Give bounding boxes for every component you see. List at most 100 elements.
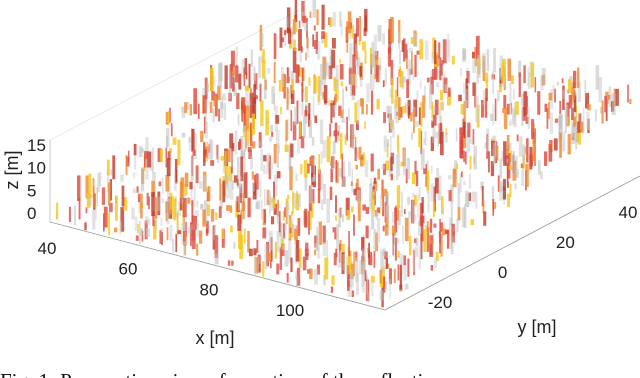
point-streak [396,238,400,243]
point-streak [230,180,234,201]
point-streak [398,97,401,121]
point-streak [85,207,88,214]
point-streak [262,227,267,239]
point-streak [223,102,227,120]
point-streak [333,100,337,112]
point-streak [402,106,406,114]
point-streak [195,165,199,184]
point-streak [240,209,243,224]
point-streak [326,198,331,223]
point-streak [356,272,359,296]
point-streak [548,143,553,162]
point-streak [255,202,258,209]
point-streak [324,257,329,280]
point-streak [323,183,326,205]
point-streak [182,211,185,228]
point-streak [332,227,337,233]
point-streak [560,138,565,152]
point-streak [492,199,495,216]
point-streak [386,143,389,158]
point-streak [206,204,211,216]
point-streak [565,104,568,125]
point-streak [92,177,95,199]
point-streak [392,125,395,138]
point-streak [398,20,401,44]
point-streak [235,65,239,83]
point-streak [296,267,301,286]
point-streak [356,189,361,204]
point-streak [493,202,497,209]
point-streak [355,51,358,60]
point-streak [459,127,463,135]
point-streak [103,206,108,228]
point-streak [445,128,448,135]
point-streak [464,204,467,228]
point-streak [244,58,248,75]
point-streak [371,210,375,230]
point-streak [403,255,407,266]
back-edge [49,9,301,141]
point-streak [141,166,145,192]
point-streak [308,77,311,86]
point-streak [277,145,280,154]
point-streak [518,60,522,77]
point-streak [430,165,433,174]
point-streak [451,223,455,243]
point-streak [169,209,173,215]
point-streak [416,50,420,55]
point-streak [513,88,515,100]
point-streak [397,264,400,281]
point-streak [220,156,225,161]
point-streak [373,189,376,196]
point-streak [107,182,111,206]
point-streak [252,66,256,81]
point-streak [454,159,458,165]
point-streak [263,164,266,175]
point-streak [356,178,359,193]
point-streak [266,158,269,174]
point-streak [247,197,251,218]
point-streak [140,148,145,153]
point-streak [384,251,388,260]
point-streak [399,65,401,84]
point-streak [432,69,436,80]
point-streak [279,246,283,270]
point-streak [482,90,486,106]
point-streak [239,138,242,149]
point-streak [351,168,354,193]
point-streak [235,130,238,155]
point-streak [492,142,496,165]
point-streak [362,248,366,273]
point-streak [469,137,473,144]
point-streak [506,149,510,160]
point-streak [149,151,153,171]
point-streak [177,230,182,235]
point-streak [388,105,392,124]
point-streak [259,83,262,102]
point-streak [429,243,432,256]
point-streak [291,78,294,94]
point-streak [264,244,268,270]
point-streak [407,59,412,85]
point-streak [109,179,112,201]
point-streak [286,76,290,84]
point-streak [558,116,562,143]
point-streak [383,163,386,175]
point-streak [324,32,328,48]
point-streak [457,207,461,221]
point-streak [216,144,219,160]
point-streak [424,131,427,146]
point-streak [181,106,186,118]
point-streak [237,113,240,126]
point-streak [410,132,413,140]
point-streak [382,181,384,206]
point-streak [313,158,315,182]
point-streak [165,147,168,168]
point-cloud [55,0,632,308]
point-streak [284,35,287,47]
point-streak [552,84,555,96]
point-streak [371,73,375,90]
point-streak [285,120,288,142]
point-streak [434,40,437,64]
point-streak [218,108,221,122]
